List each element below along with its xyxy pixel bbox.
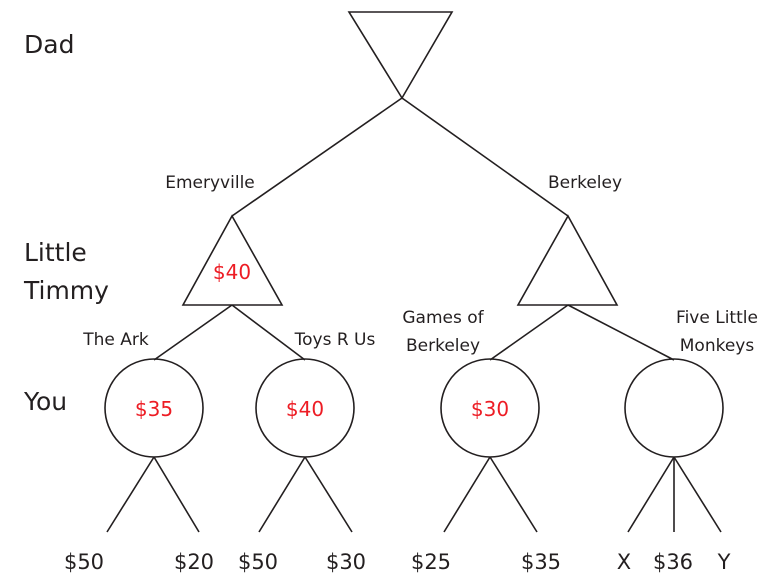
edge-five-little-monkeys-left-leaf bbox=[627, 456, 675, 533]
edge-label-five-little-monkeys-line2: Monkeys bbox=[680, 336, 755, 356]
node-value-you-toys-r-us: $40 bbox=[286, 397, 324, 421]
leaf-value-five-little-monkeys-middle: $36 bbox=[653, 550, 693, 574]
edge-berkeley-five-little-monkeys bbox=[567, 304, 675, 361]
tree-edges bbox=[106, 97, 722, 533]
leaf-value-toys-r-us-right: $30 bbox=[326, 550, 366, 574]
edge-toys-r-us-right-leaf bbox=[304, 456, 353, 533]
leaf-value-five-little-monkeys-right: Y bbox=[717, 550, 731, 574]
leaf-value-toys-r-us-left: $50 bbox=[238, 550, 278, 574]
node-value-you-the-ark: $35 bbox=[135, 397, 173, 421]
edge-dad-emeryville bbox=[231, 97, 403, 217]
edge-label-toys-r-us: Toys R Us bbox=[294, 330, 376, 350]
leaf-value-the-ark-right: $20 bbox=[174, 550, 214, 574]
leaf-value-games-of-berkeley-left: $25 bbox=[411, 550, 451, 574]
edge-toys-r-us-left-leaf bbox=[258, 456, 306, 533]
row-label-dad: Dad bbox=[24, 30, 74, 59]
edge-dad-berkeley bbox=[401, 97, 569, 217]
you-node-five-little-monkeys bbox=[624, 358, 724, 458]
dad-node bbox=[347, 11, 454, 100]
node-value-you-games-of-berkeley: $30 bbox=[471, 397, 509, 421]
timmy-node-berkeley bbox=[516, 214, 619, 306]
edge-the-ark-right-leaf bbox=[153, 456, 200, 533]
edge-berkeley-games-of-berkeley bbox=[489, 304, 569, 361]
leaf-value-five-little-monkeys-left: X bbox=[617, 550, 631, 574]
edge-label-berkeley: Berkeley bbox=[548, 173, 622, 193]
you-node-the-ark bbox=[104, 358, 204, 458]
edge-label-the-ark: The Ark bbox=[82, 330, 149, 350]
edge-emeryville-the-ark bbox=[153, 304, 233, 361]
edge-emeryville-toys-r-us bbox=[231, 304, 306, 361]
edge-the-ark-left-leaf bbox=[106, 456, 155, 533]
row-label-you: You bbox=[23, 387, 67, 416]
edge-label-games-of-berkeley-line1: Games of bbox=[402, 308, 484, 328]
you-node-games-of-berkeley bbox=[440, 358, 540, 458]
edge-five-little-monkeys-right-leaf bbox=[673, 456, 722, 533]
leaf-value-the-ark-left: $50 bbox=[64, 550, 104, 574]
edge-label-five-little-monkeys-line1: Five Little bbox=[676, 308, 758, 328]
row-label-little-timmy-line1: Little bbox=[24, 238, 87, 267]
timmy-node-emeryville bbox=[181, 214, 284, 306]
edge-games-of-berkeley-right-leaf bbox=[489, 456, 538, 533]
edge-label-emeryville: Emeryville bbox=[165, 173, 255, 193]
leaf-value-games-of-berkeley-right: $35 bbox=[521, 550, 561, 574]
edge-label-games-of-berkeley-line2: Berkeley bbox=[406, 336, 480, 356]
you-node-toys-r-us bbox=[255, 358, 355, 458]
node-value-timmy-emeryville: $40 bbox=[213, 260, 251, 284]
row-label-little-timmy-line2: Timmy bbox=[23, 276, 109, 305]
edge-games-of-berkeley-left-leaf bbox=[443, 456, 491, 533]
